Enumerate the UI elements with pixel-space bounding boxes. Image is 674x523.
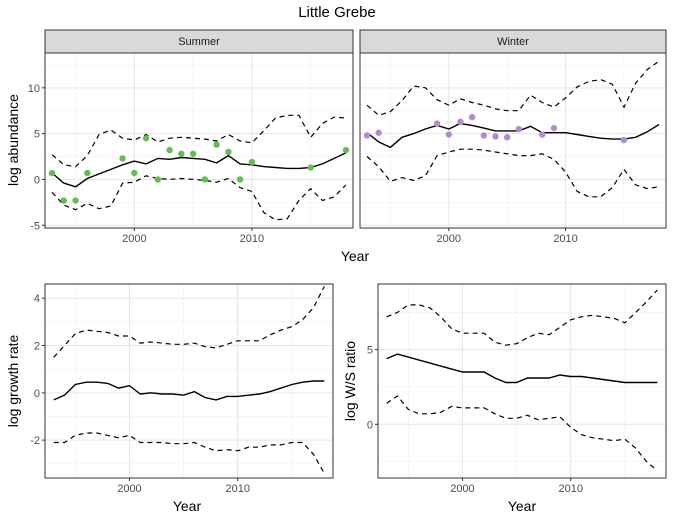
series-mean-line <box>366 122 660 149</box>
data-point <box>375 129 382 136</box>
series-upper-bound <box>53 286 325 358</box>
facet-label: Summer <box>178 36 220 48</box>
y-tick-label: -2 <box>30 435 40 447</box>
y-axis-title: log growth rate <box>5 334 21 427</box>
data-point <box>166 146 173 154</box>
data-point <box>307 164 314 171</box>
data-point <box>84 169 91 177</box>
data-point <box>142 135 150 142</box>
series-mean-line <box>386 353 658 384</box>
series-mean-line <box>53 380 325 401</box>
series-upper-bound <box>51 114 346 168</box>
data-point <box>468 113 476 121</box>
y-axis-title: log W/S ratio <box>342 341 358 421</box>
data-point <box>72 197 79 204</box>
y-tick-label: 0 <box>34 388 40 400</box>
panel-border <box>359 52 667 229</box>
data-point <box>457 118 464 125</box>
data-point <box>213 141 220 148</box>
data-point <box>515 125 523 133</box>
data-point <box>363 132 371 139</box>
y-tick-label: 4 <box>34 293 40 305</box>
panel-border <box>44 283 334 479</box>
data-point <box>550 124 558 132</box>
y-tick-label: 10 <box>28 83 40 95</box>
x-axis-title: Year <box>508 498 537 514</box>
x-axis-title: Year <box>341 248 370 264</box>
data-point <box>225 148 232 156</box>
y-tick-label: -5 <box>30 220 40 232</box>
data-point <box>236 176 244 183</box>
x-tick-label: 2010 <box>240 233 264 245</box>
growth-rate-panel: 2000 2010 -2 0 2 4 <box>30 283 334 495</box>
x-tick-label: 2000 <box>117 483 141 495</box>
data-point <box>445 131 452 138</box>
x-tick-label: 2010 <box>225 483 249 495</box>
series-upper-bound <box>386 289 658 346</box>
data-point <box>342 146 350 154</box>
x-tick-label: 2010 <box>558 483 582 495</box>
series-lower-bound <box>366 148 660 198</box>
data-point <box>620 136 628 144</box>
x-tick-label: 2000 <box>122 233 146 245</box>
data-point <box>503 134 511 141</box>
y-axis-title: log abundance <box>5 94 21 186</box>
series-lower-bound <box>386 395 658 471</box>
x-axis-title: Year <box>173 498 202 514</box>
x-tick-label: 2010 <box>553 233 577 245</box>
data-point <box>201 176 209 183</box>
series-upper-bound <box>366 60 660 116</box>
panel-border <box>44 52 354 229</box>
facet-panel-summer: 2000 2010 -5 0 5 10 <box>28 52 354 245</box>
data-point <box>178 150 185 157</box>
y-tick-label: 2 <box>34 341 40 353</box>
series-mean-line <box>51 152 347 188</box>
data-point <box>492 133 499 140</box>
facet-label: Winter <box>497 36 529 48</box>
chart-root: Summer 2000 2010 -5 0 5 10 Winter 2000 2010 Year lo… <box>5 29 667 514</box>
data-point <box>189 150 197 157</box>
series-lower-bound <box>51 175 347 221</box>
chart-title: Little Grebe <box>298 4 376 21</box>
facet-panel-winter: 2000 2010 <box>359 52 667 245</box>
data-point <box>480 132 488 139</box>
series-lower-bound <box>53 432 325 474</box>
data-point <box>119 155 126 162</box>
panel-border <box>377 283 667 479</box>
data-point <box>433 120 441 127</box>
x-tick-label: 2000 <box>450 483 474 495</box>
data-point <box>154 176 162 183</box>
y-tick-label: 0 <box>34 174 40 186</box>
x-tick-label: 2000 <box>437 233 461 245</box>
y-tick-label: 0 <box>367 419 373 431</box>
ws-ratio-panel: 2000 2010 0 5 <box>367 283 667 495</box>
data-point <box>48 169 56 177</box>
data-point <box>60 197 68 204</box>
data-point <box>538 131 546 138</box>
data-point <box>248 158 256 166</box>
y-tick-label: 5 <box>367 345 373 357</box>
data-point <box>131 169 138 177</box>
y-tick-label: 5 <box>34 129 40 141</box>
